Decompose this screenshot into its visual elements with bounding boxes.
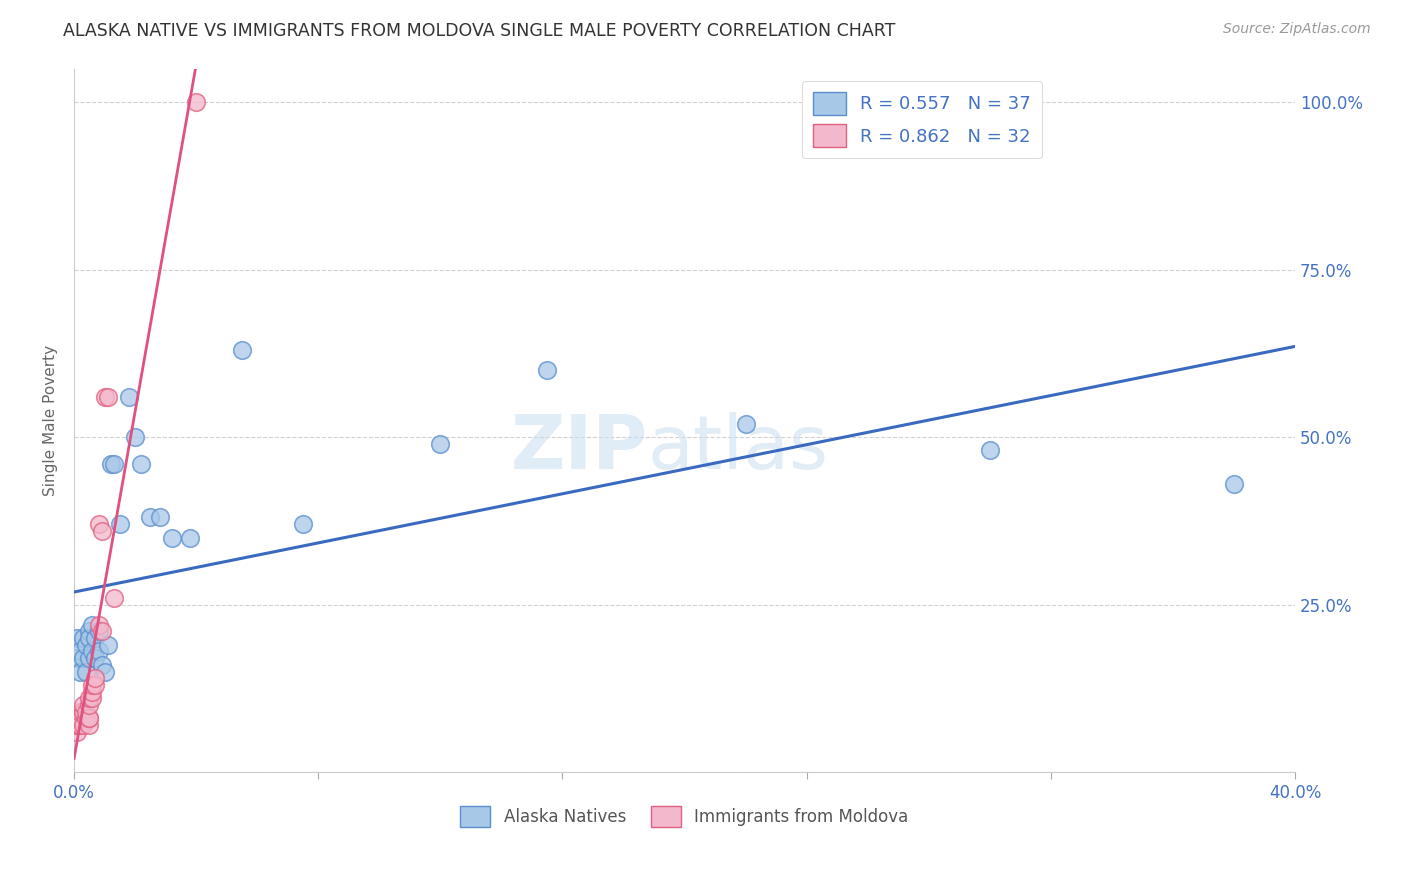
Point: [79, 624, 101, 639]
Point: [82, 678, 104, 692]
Point: [118, 390, 141, 404]
Point: [103, 591, 125, 605]
Point: [66, 711, 89, 725]
Point: [66, 651, 89, 665]
Point: [93, 665, 115, 679]
Point: [79, 711, 101, 725]
Text: atlas: atlas: [648, 412, 830, 485]
Point: [69, 705, 91, 719]
Point: [82, 617, 104, 632]
Point: [79, 698, 101, 712]
Point: [66, 711, 89, 725]
Point: [87, 617, 110, 632]
Point: [87, 624, 110, 639]
Point: [90, 657, 112, 672]
Point: [90, 624, 112, 639]
Text: ZIP: ZIP: [510, 412, 648, 485]
Point: [72, 631, 94, 645]
Point: [69, 644, 91, 658]
Point: [108, 517, 131, 532]
Point: [148, 510, 170, 524]
Point: [79, 718, 101, 732]
Legend: Alaska Natives, Immigrants from Moldova: Alaska Natives, Immigrants from Moldova: [454, 799, 915, 834]
Point: [536, 363, 558, 377]
Point: [1223, 477, 1246, 491]
Point: [72, 718, 94, 732]
Point: [79, 711, 101, 725]
Point: [87, 517, 110, 532]
Point: [103, 457, 125, 471]
Point: [734, 417, 756, 431]
Point: [90, 524, 112, 538]
Point: [84, 671, 107, 685]
Point: [231, 343, 253, 357]
Point: [84, 651, 107, 665]
Point: [97, 638, 120, 652]
Y-axis label: Single Male Poverty: Single Male Poverty: [44, 344, 58, 496]
Text: Source: ZipAtlas.com: Source: ZipAtlas.com: [1223, 22, 1371, 37]
Point: [292, 517, 315, 532]
Point: [66, 718, 89, 732]
Point: [100, 457, 122, 471]
Point: [66, 724, 89, 739]
Point: [75, 711, 97, 725]
Text: ALASKA NATIVE VS IMMIGRANTS FROM MOLDOVA SINGLE MALE POVERTY CORRELATION CHART: ALASKA NATIVE VS IMMIGRANTS FROM MOLDOVA…: [63, 22, 896, 40]
Point: [429, 436, 451, 450]
Point: [66, 718, 89, 732]
Point: [66, 631, 89, 645]
Point: [79, 691, 101, 706]
Point: [69, 665, 91, 679]
Point: [75, 665, 97, 679]
Point: [72, 705, 94, 719]
Point: [72, 651, 94, 665]
Point: [79, 651, 101, 665]
Point: [93, 390, 115, 404]
Point: [82, 691, 104, 706]
Point: [160, 531, 183, 545]
Point: [75, 705, 97, 719]
Point: [79, 631, 101, 645]
Point: [75, 638, 97, 652]
Point: [72, 698, 94, 712]
Point: [84, 678, 107, 692]
Point: [179, 531, 201, 545]
Point: [97, 390, 120, 404]
Point: [186, 95, 208, 109]
Point: [82, 644, 104, 658]
Point: [72, 705, 94, 719]
Point: [124, 430, 146, 444]
Point: [69, 711, 91, 725]
Point: [84, 631, 107, 645]
Point: [979, 443, 1001, 458]
Point: [69, 718, 91, 732]
Point: [139, 510, 162, 524]
Point: [87, 644, 110, 658]
Point: [129, 457, 152, 471]
Point: [82, 684, 104, 698]
